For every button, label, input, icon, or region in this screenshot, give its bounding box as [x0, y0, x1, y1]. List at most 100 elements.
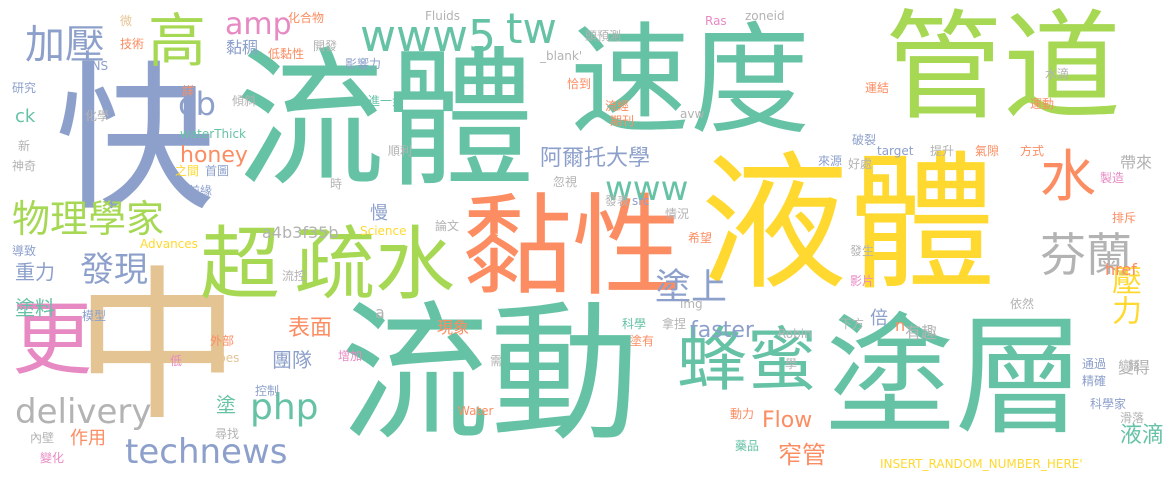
cloud-word: 外部 [210, 334, 235, 348]
cloud-word: ck [15, 106, 36, 127]
cloud-word: 壓力 [1106, 265, 1141, 325]
cloud-word: honey [180, 143, 248, 168]
cloud-word: delivery [15, 392, 152, 432]
cloud-word: 運動 [1030, 97, 1055, 111]
cloud-word: 物理學家 [12, 197, 165, 241]
cloud-word: 帶來 [1120, 153, 1153, 172]
cloud-word: 控制 [255, 384, 280, 398]
cloud-word: 發現 [80, 250, 148, 290]
cloud-word: 塗層 [825, 301, 1086, 453]
cloud-word: 高 [148, 7, 207, 75]
cloud-word: 技術 [120, 37, 145, 51]
cloud-word: 尋找 [215, 427, 240, 441]
cloud-word: 好處 [848, 157, 873, 171]
cloud-word: 影響力 [345, 57, 382, 71]
cloud-word: 忽視 [553, 175, 578, 189]
cloud-word: src [632, 194, 650, 208]
cloud-word: 流經 [605, 99, 630, 113]
cloud-word: Tubes [205, 351, 240, 365]
cloud-word: 精確 [1082, 374, 1107, 388]
cloud-word: 團隊 [272, 348, 312, 372]
cloud-word: 傾斜 [232, 94, 257, 108]
cloud-word: Fluids [425, 9, 461, 23]
cloud-word: a [375, 303, 385, 322]
cloud-word: 速度 [570, 12, 810, 151]
cloud-word: 之間 [175, 164, 200, 178]
cloud-word: 期刊 [610, 114, 635, 128]
cloud-word: amp [225, 7, 292, 42]
cloud-word: 液滴 [1120, 423, 1165, 448]
cloud-word: 影片 [850, 274, 875, 288]
cloud-word: waterThick [180, 127, 247, 141]
cloud-word: 依然 [1010, 297, 1035, 311]
cloud-word: 重力 [15, 260, 55, 284]
cloud-word: 窄管 [778, 441, 826, 469]
cloud-word: 更 [12, 293, 92, 386]
cloud-word: Robin [778, 327, 812, 341]
cloud-word: 通過 [1082, 357, 1107, 371]
cloud-word: 低 [170, 354, 183, 368]
cloud-word: 中 [75, 251, 240, 443]
cloud-word: 動力 [730, 407, 755, 421]
cloud-word: 研究 [12, 81, 37, 95]
cloud-word: 現象 [437, 318, 470, 337]
cloud-word: 阿爾托大學 [540, 146, 651, 171]
cloud-word: 塗上 [655, 267, 728, 308]
cloud-word: 化學 [85, 109, 110, 123]
cloud-word: avw [680, 107, 705, 121]
cloud-word: 液體 [700, 138, 996, 310]
cloud-word: 拿捏 [662, 317, 687, 331]
cloud-word: 慢 [370, 203, 388, 224]
cloud-word: php [250, 387, 319, 428]
cloud-word: 模型 [82, 309, 107, 323]
cloud-word: 流體 [235, 34, 536, 208]
cloud-word: 詳 [182, 84, 195, 98]
cloud-word: 增加 [338, 349, 363, 363]
cloud-word: 微 [120, 14, 133, 28]
cloud-word: 藉 [1128, 359, 1141, 373]
cloud-word: 蜂蜜 [677, 319, 817, 401]
cloud-word: 黏稠 [226, 38, 259, 57]
cloud-word: 首圖 [205, 164, 230, 178]
cloud-word: 表面 [288, 316, 333, 341]
cloud-word: Water [458, 404, 494, 418]
cloud-word: 變得 [1118, 358, 1151, 377]
cloud-word: 前緣 [188, 184, 213, 198]
cloud-word: www [605, 169, 689, 209]
cloud-word: 方式 [1020, 144, 1045, 158]
cloud-word: INSERT_RANDOM_NUMBER_HERE' [880, 457, 1083, 471]
cloud-word: 變化 [40, 451, 65, 465]
cloud-word: 發生 [850, 244, 875, 258]
cloud-word: 有趣 [905, 323, 938, 342]
cloud-word: 製造 [1100, 171, 1125, 185]
cloud-word: 導致 [12, 244, 37, 258]
cloud-word: 來源 [818, 154, 843, 168]
cloud-word: 順利 [388, 144, 413, 158]
cloud-word: Ras [705, 14, 727, 28]
cloud-word: 破裂 [852, 133, 877, 147]
cloud-word: 希望 [688, 231, 713, 245]
cloud-word: 塗料 [15, 296, 55, 320]
cloud-word: 管道 [885, 0, 1122, 136]
cloud-word: technews [125, 432, 288, 472]
cloud-word: 發表 [605, 194, 630, 208]
cloud-word: 水滴 [1045, 67, 1070, 81]
cloud-word: 化合物 [288, 11, 325, 25]
cloud-word: href [1105, 260, 1137, 279]
cloud-word: faster [690, 318, 754, 343]
cloud-word: 滑落 [1120, 411, 1145, 425]
cloud-word: 下方 [840, 317, 865, 331]
cloud-word: Science [360, 224, 407, 238]
cloud-word: 運結 [865, 81, 890, 95]
cloud-word: 頭預測 [585, 29, 622, 43]
cloud-word: a4b3f35b [262, 223, 339, 242]
cloud-word: 進一步 [368, 94, 405, 108]
cloud-word: 提升 [930, 144, 955, 158]
cloud-word: 快 [55, 46, 216, 233]
cloud-word: 學 [785, 357, 798, 371]
cloud-word: 科學家 [1090, 397, 1127, 411]
cloud-word: 神奇 [12, 159, 37, 173]
cloud-word: 新 [18, 139, 31, 153]
cloud-word: 藥品 [735, 439, 760, 453]
